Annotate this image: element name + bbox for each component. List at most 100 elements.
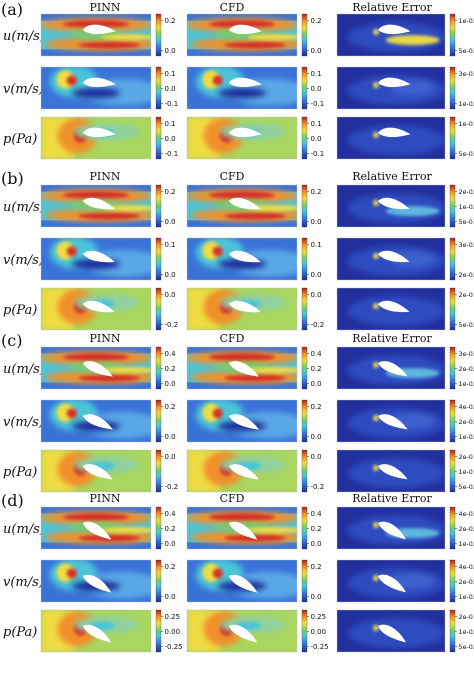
colorbar [449,287,456,331]
row-u: u(m/s) 0.2 0.0 0.2 0.0 2e-02 1e-02 5e-03 [3,184,474,228]
colorbar-tick-label: 0.2 [311,525,322,533]
colorbar-tick-label: 4e-02 [459,510,474,518]
airfoil-shape [228,521,258,540]
colorbar [155,609,162,653]
colorbar-tick-label: 0.2 [165,525,176,533]
airfoil-shape [228,361,259,377]
airfoil-shape [82,464,113,480]
colorbar [301,184,308,228]
colorbar [301,66,308,110]
colorbar-tick-label: 0.1 [165,70,176,78]
colorbar-tick-label: 0.0 [165,135,176,143]
colorbar-tick-label: 1e-02 [459,593,474,601]
colorbar-tick-label: 0.00 [311,628,327,636]
airfoil-shape [82,250,115,263]
colorbar [301,559,308,603]
colorbar-tick-label: 0.0 [165,47,176,55]
column-header-0: PINN [90,492,121,505]
colorbar [449,449,456,493]
colorbar-tick-label: -0.2 [311,483,325,491]
colorbar [301,346,308,390]
colorbar [301,237,308,281]
colorbar-tick-label: 0.0 [165,218,176,226]
column-header-0: PINN [90,170,121,183]
row-label: v(m/s) [3,575,44,590]
colorbar-tick-label: 3e-02 [459,241,474,249]
column-header-1: CFD [220,332,245,345]
colorbar-tick-label: -0.1 [165,150,179,158]
colorbar-tick-label: 5e-03 [459,218,474,226]
colorbar-tick-label: 1e-01 [459,468,474,476]
row-label: v(m/s) [3,253,44,268]
colorbar [155,13,162,57]
airfoil-shape [82,624,112,643]
colorbar-tick-label: 0.2 [311,365,322,373]
column-header-2: Relative Error [352,492,432,505]
airfoil-shape [82,574,112,593]
row-v: v(m/s) 0.1 0.0 0.1 0.0 3e-02 2e-02 [3,237,474,281]
colorbar [155,287,162,331]
colorbar-tick-label: -0.1 [311,150,325,158]
colorbar-tick-label: 0.1 [311,70,322,78]
colorbar-tick-label: 1e-02 [459,100,474,108]
colorbar-tick-label: 0.4 [311,350,323,358]
colorbar [301,449,308,493]
colorbar-tick-label: 0.1 [311,120,322,128]
colorbar-tick-label: 0.0 [165,271,176,279]
colorbar-tick-label: 1e-02 [459,203,474,211]
airfoil-shape [82,197,115,210]
colorbar [155,66,162,110]
colorbar-tick-label: 2e-02 [459,188,474,196]
colorbar-tick-label: 4e-02 [459,563,474,571]
colorbar [449,184,456,228]
colorbar-tick-label: 0.0 [311,540,322,548]
colorbar-tick-label: 0.0 [311,380,322,388]
colorbar-tick-label: 5e-02 [459,643,474,651]
colorbar-tick-label: 0.2 [165,188,176,196]
colorbar-tick-label: -0.2 [165,321,179,329]
colorbar-tick-label: 0.0 [311,47,322,55]
colorbar [301,399,308,443]
colorbar [449,66,456,110]
colorbar-tick-label: 0.2 [165,17,176,25]
colorbar-tick-label: -0.25 [311,643,329,651]
panel-3: (d) PINN CFD Relative Erroru(m/s)0.40.20.00… [1,491,474,653]
colorbar-tick-label: 0.2 [311,17,322,25]
airfoil-shape [82,414,113,430]
colorbar-tick-label: 0.2 [165,365,176,373]
airfoil-shape [378,197,410,210]
colorbar-tick-label: 0.00 [165,628,181,636]
colorbar-tick-label: 0.0 [311,218,322,226]
colorbar [155,449,162,493]
row-u: u(m/s) 0.2 0.0 0.2 0.0 1e-02 5e-03 [3,13,474,57]
row-label: v(m/s) [3,82,44,97]
panel-label: (c) [1,331,22,350]
colorbar-tick-label: 0.2 [311,188,322,196]
row-p: p(Pa) 0.25 0.00 -0.25 0.25 0.00 -0.25 2e-01 1e-0… [3,609,474,653]
colorbar-tick-label: 2e-02 [459,271,474,279]
row-p: p(Pa) 0.0 -0.2 0.0 -0.2 2e-01 5e-02 [3,287,474,331]
colorbar-tick-label: 0.0 [311,271,322,279]
colorbar-tick-label: 0.0 [165,85,176,93]
colorbar [449,13,456,57]
colorbar-tick-label: 2e-01 [459,453,474,461]
colorbar-tick-label: 0.0 [311,291,322,299]
colorbar [449,346,456,390]
colorbar [301,609,308,653]
colorbar [155,184,162,228]
panel-0: (a) PINN CFD Relative Error u(m/s) 0.2 0.0 0.2 0… [1,0,474,160]
colorbar-tick-label: 1e-02 [459,540,474,548]
column-header-1: CFD [220,1,245,14]
colorbar-tick-label: 1e-02 [459,17,474,25]
panel-label: (a) [1,0,23,19]
colorbar [449,399,456,443]
colorbar [449,559,456,603]
colorbar-tick-label: 3e-02 [459,70,474,78]
colorbar-tick-label: 5e-03 [459,47,474,55]
colorbar-tick-label: 2e-01 [459,613,474,621]
column-header-0: PINN [90,1,121,14]
row-label: u(m/s) [3,200,45,215]
row-p: p(Pa) 0.1 0.0 -0.1 0.1 0.0 -0.1 1e-01 5e-02 [3,116,474,160]
row-label: p(Pa) [3,303,37,318]
